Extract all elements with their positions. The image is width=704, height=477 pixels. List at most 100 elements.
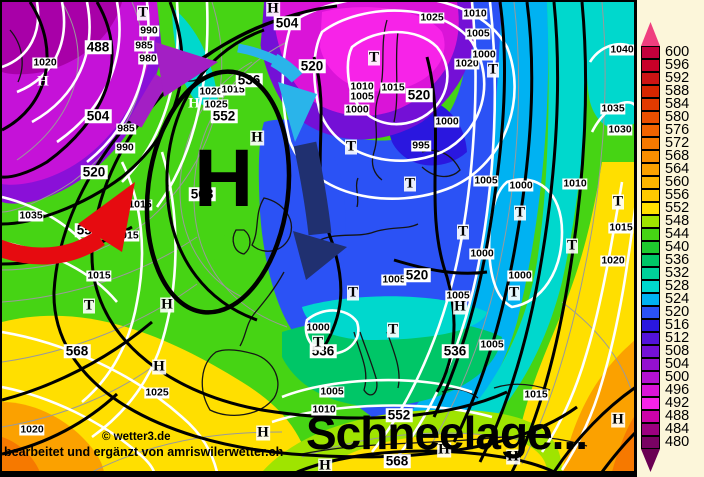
pressure-label: 990 bbox=[115, 141, 135, 154]
pressure-label: 1015 bbox=[380, 81, 406, 94]
colorbar-swatch bbox=[641, 305, 660, 319]
pressure-label: 1005 bbox=[465, 27, 491, 40]
colorbar-value: 560 bbox=[665, 174, 690, 191]
colorbar-value: 596 bbox=[665, 57, 690, 74]
colorbar-row: 524 bbox=[641, 291, 690, 308]
pressure-label: 1015 bbox=[608, 221, 634, 234]
colorbar-swatch bbox=[641, 201, 660, 215]
colorbar-value: 568 bbox=[665, 148, 690, 165]
pressure-center-marker: T bbox=[344, 138, 358, 155]
pressure-label: 1010 bbox=[349, 80, 375, 93]
pressure-center-marker: T bbox=[82, 297, 96, 314]
colorbar-swatch bbox=[641, 136, 660, 150]
colorbar-swatch bbox=[641, 435, 660, 449]
colorbar-row: 532 bbox=[641, 266, 689, 280]
colorbar-row: 596 bbox=[641, 57, 690, 74]
height-label: 568 bbox=[383, 453, 411, 469]
colorbar-swatch bbox=[641, 227, 660, 241]
height-label: 536 bbox=[441, 343, 469, 359]
colorbar-value: 580 bbox=[665, 109, 690, 126]
colorbar-value: 516 bbox=[665, 317, 690, 334]
colorbar-swatch bbox=[641, 409, 660, 423]
pressure-center-marker: T bbox=[367, 49, 381, 66]
colorbar-value: 572 bbox=[665, 135, 690, 152]
pressure-center-marker: H bbox=[318, 457, 332, 474]
pressure-label: 1000 bbox=[508, 179, 534, 192]
high-center-letter: H bbox=[194, 133, 254, 224]
colorbar-swatch bbox=[641, 45, 660, 59]
colorbar-value: 524 bbox=[665, 291, 690, 308]
pressure-label: 1035 bbox=[18, 209, 44, 222]
pressure-label: 1015 bbox=[86, 269, 112, 282]
colorbar-value: 480 bbox=[665, 434, 690, 451]
colorbar-swatch bbox=[641, 396, 660, 410]
colorbar-row: 560 bbox=[641, 174, 690, 191]
pressure-center-marker: T bbox=[386, 321, 400, 338]
colorbar-swatch bbox=[641, 253, 660, 267]
pressure-center-marker: T bbox=[403, 175, 417, 192]
colorbar-row: 540 bbox=[641, 240, 689, 254]
pressure-label: 1015 bbox=[114, 229, 140, 242]
colorbar-row: 580 bbox=[641, 109, 690, 126]
pressure-label: 1010 bbox=[562, 177, 588, 190]
height-label: 520 bbox=[405, 87, 433, 103]
colorbar-row: 488 bbox=[641, 408, 690, 425]
colorbar-value: 548 bbox=[665, 213, 690, 230]
colorbar-value: 544 bbox=[665, 226, 690, 243]
colorbar-panel: 600 596 592 588 584 580 576 572 568 564 560 556 552 5… bbox=[634, 0, 704, 477]
colorbar-swatch bbox=[641, 318, 660, 332]
pressure-center-marker: H bbox=[37, 73, 49, 90]
pressure-label: 1020 bbox=[600, 254, 626, 267]
colorbar-top-arrow bbox=[641, 22, 660, 46]
height-label: 520 bbox=[403, 267, 431, 283]
colorbar-row: 492 bbox=[641, 396, 689, 410]
colorbar-row: 548 bbox=[641, 213, 690, 230]
colorbar-row: 480 bbox=[641, 434, 690, 451]
height-label: 504 bbox=[84, 108, 112, 124]
pressure-label: 1015 bbox=[127, 198, 153, 211]
colorbar-swatch bbox=[641, 279, 660, 293]
pressure-label: 1020 bbox=[19, 423, 45, 436]
pressure-center-marker: H bbox=[506, 448, 520, 465]
colorbar-row: 552 bbox=[641, 201, 689, 215]
pressure-label: 1015 bbox=[523, 388, 549, 401]
height-label: 520 bbox=[80, 164, 108, 180]
colorbar-swatch bbox=[641, 71, 660, 85]
colorbar-row: 520 bbox=[641, 305, 689, 319]
colorbar-swatch bbox=[641, 58, 660, 72]
pressure-center-marker: H bbox=[453, 298, 467, 315]
colorbar-row: 528 bbox=[641, 279, 689, 293]
pressure-label: 1020 bbox=[454, 57, 480, 70]
pressure-center-marker: H bbox=[188, 95, 200, 112]
pressure-label: 1020 bbox=[32, 56, 58, 69]
credit-amriswilerwetter: bearbeitet und ergänzt von amriswilerwet… bbox=[4, 445, 284, 459]
colorbar-row: 544 bbox=[641, 226, 690, 243]
height-label: 536 bbox=[235, 72, 263, 88]
colorbar-row: 588 bbox=[641, 84, 689, 98]
colorbar-bottom-arrow bbox=[641, 449, 660, 472]
colorbar-row: 568 bbox=[641, 148, 690, 165]
colorbar-row: 572 bbox=[641, 135, 690, 152]
pressure-label: 1005 bbox=[349, 90, 375, 103]
pressure-center-marker: H bbox=[160, 296, 174, 313]
pressure-label: 990 bbox=[139, 24, 159, 37]
colorbar-row: 556 bbox=[641, 187, 690, 204]
colorbar-value: 556 bbox=[665, 187, 690, 204]
colorbar-row: 504 bbox=[641, 357, 689, 371]
colorbar-swatch bbox=[641, 331, 660, 345]
pressure-center-marker: T bbox=[513, 204, 527, 221]
colorbar-swatch bbox=[641, 344, 660, 358]
pressure-label: 1025 bbox=[144, 386, 170, 399]
pressure-label: 985 bbox=[134, 39, 154, 52]
pressure-label: 980 bbox=[138, 52, 158, 65]
pressure-label: 1040 bbox=[609, 43, 634, 56]
colorbar-swatch bbox=[641, 240, 660, 254]
colorbar-row: 536 bbox=[641, 253, 689, 267]
height-label: 520 bbox=[298, 58, 326, 74]
height-label: 568 bbox=[63, 343, 91, 359]
pressure-label: 1000 bbox=[469, 247, 495, 260]
colorbar-swatch bbox=[641, 357, 660, 371]
height-label: 552 bbox=[385, 407, 413, 423]
colorbar-value: 488 bbox=[665, 408, 690, 425]
